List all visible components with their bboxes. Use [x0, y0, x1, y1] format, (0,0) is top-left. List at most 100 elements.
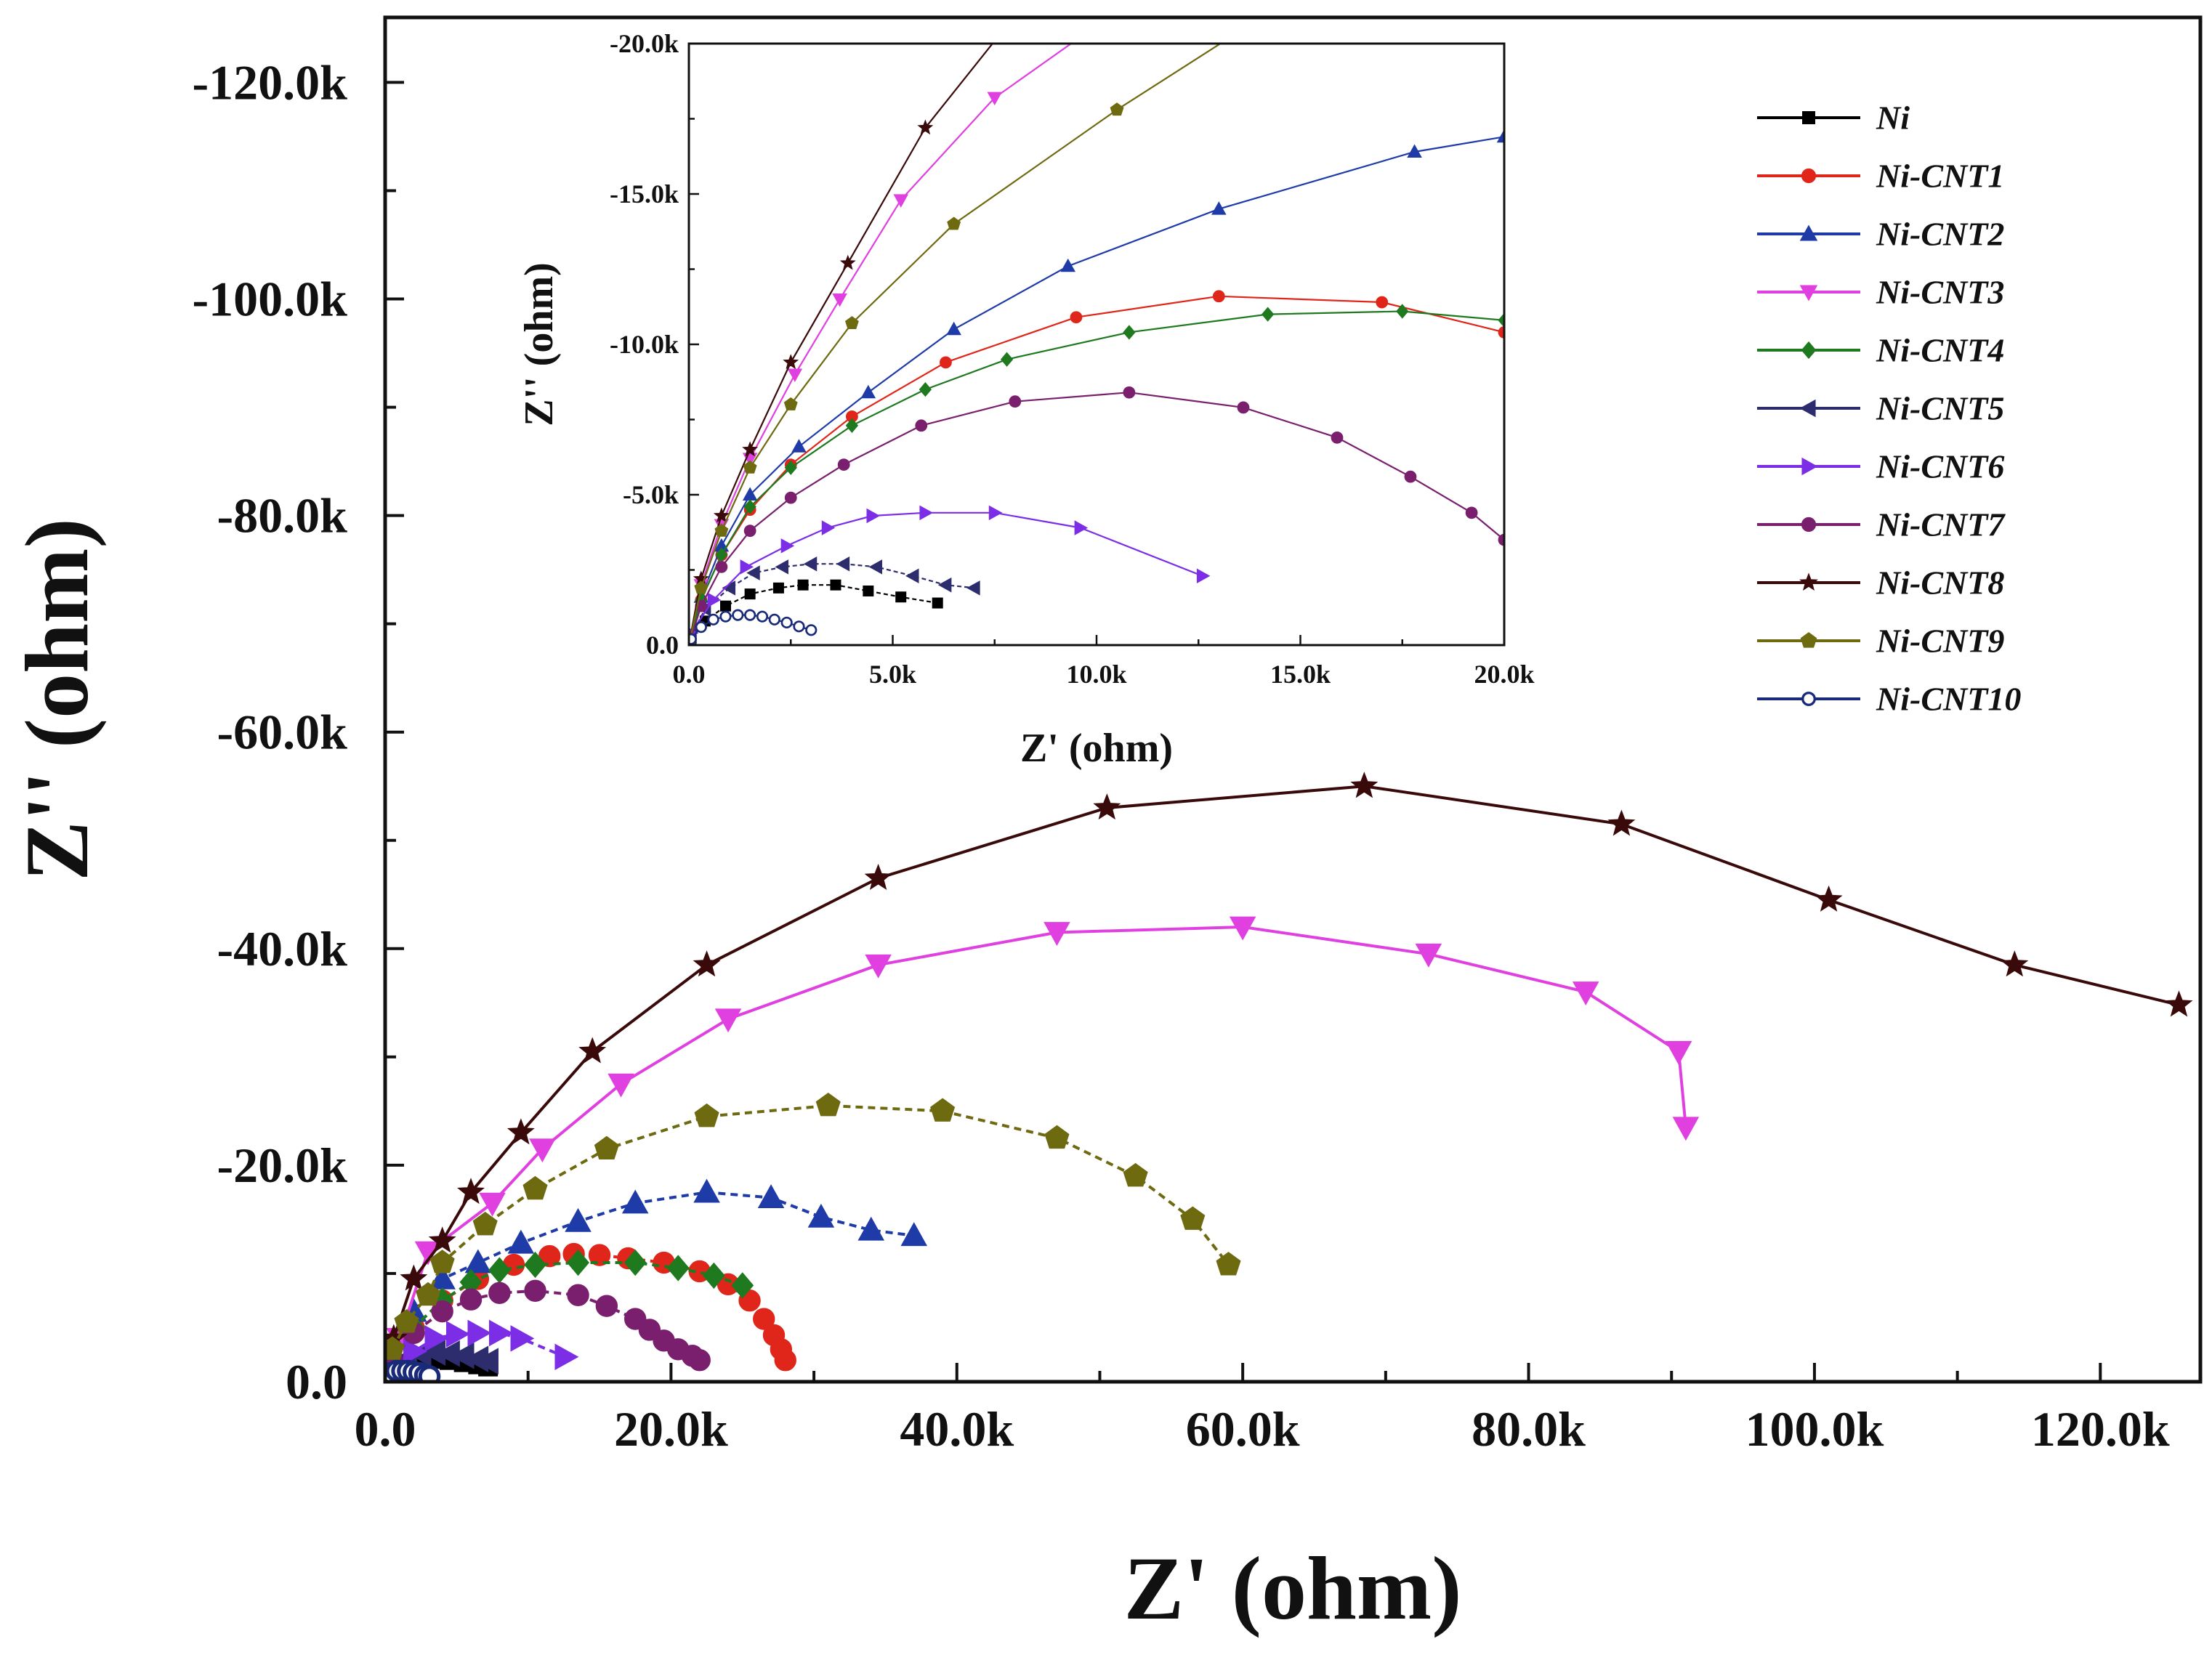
main-point-ni-cnt4-10: [731, 1272, 754, 1299]
main-y-tick-label-3: -60.0k: [217, 705, 348, 760]
inset-point-ni-cnt4-3: [743, 499, 756, 514]
inset-point-ni-cnt6-3: [780, 538, 795, 554]
main-point-ni-cnt6-1: [403, 1337, 427, 1365]
inset-series-ni-cnt2: [689, 129, 1504, 645]
main-point-ni-cnt8-10: [1607, 809, 1636, 836]
main-point-ni-cnt6-3: [445, 1321, 470, 1348]
main-point-ni-cnt6-5: [489, 1319, 513, 1347]
inset-line-ni-cnt7: [689, 392, 1504, 645]
main-point-ni-cnt8-1: [400, 1264, 428, 1291]
main-point-ni-cnt9-10: [1044, 1125, 1070, 1149]
inset-point-ni-cnt8-3: [742, 441, 759, 457]
legend-label-ni-cnt4: Ni-CNT4: [1876, 332, 2004, 369]
legend-item-ni-cnt10: Ni-CNT10: [1757, 681, 2021, 718]
inset-x-axis-title: Z' (ohm): [1020, 726, 1173, 771]
inset-point-ni-cnt7-3: [743, 525, 756, 538]
inset-series-ni-cnt7: [689, 386, 1504, 645]
legend-marker-ni-cnt6: [1801, 457, 1818, 476]
inset-y-axis-title: Z'' (ohm): [517, 262, 562, 426]
main-point-ni-cnt3-3: [529, 1138, 556, 1163]
inset-point-ni-cnt9-2: [714, 523, 729, 537]
legend-marker-ni-cnt4: [1801, 341, 1817, 360]
legend-label-ni-cnt9: Ni-CNT9: [1876, 623, 2004, 660]
main-point-ni-cnt9-8: [815, 1093, 841, 1117]
main-point-ni-cnt9-13: [1216, 1252, 1241, 1276]
main-point-ni-cnt2-6: [621, 1189, 649, 1214]
inset-point-ni-cnt5-3: [746, 565, 760, 580]
main-y-tick-label-2: -40.0k: [217, 921, 348, 976]
main-point-ni-cnt9-3: [429, 1250, 455, 1274]
inset-point-ni-cnt10-3: [719, 610, 732, 623]
main-point-ni-cnt9-6: [594, 1135, 619, 1160]
inset-point-ni-cnt7-4: [784, 491, 797, 504]
main-point-ni-cnt4-7: [623, 1249, 647, 1276]
main-point-ni-cnt7-4: [488, 1282, 511, 1304]
main-x-tick-label-1: 20.0k: [614, 1401, 728, 1457]
main-point-ni-cnt6-2: [424, 1325, 449, 1352]
main-point-ni-cnt4-8: [666, 1255, 690, 1282]
inset-point-ni-9: [932, 597, 943, 609]
inset-point-ni-cnt10-0: [689, 633, 697, 645]
inset-point-ni-cnt6-4: [821, 520, 836, 535]
inset-point-ni-cnt3-5: [832, 293, 847, 307]
legend-marker-ni: [1802, 111, 1815, 124]
legend-label-ni-cnt2: Ni-CNT2: [1876, 216, 2004, 253]
inset-point-ni-cnt6-7: [988, 505, 1003, 521]
main-point-ni-cnt2-3: [464, 1249, 492, 1274]
main-point-ni-cnt10-8: [418, 1365, 441, 1382]
inset-series-ni-cnt10: [689, 609, 818, 645]
inset-point-ni-cnt1-9: [1376, 296, 1389, 309]
legend-marker-ni-cnt3: [1799, 285, 1818, 301]
inset-point-ni-cnt1-8: [1212, 290, 1225, 303]
legend-label-ni-cnt3: Ni-CNT3: [1876, 274, 2004, 311]
inset-point-ni-cnt4-9: [1261, 307, 1275, 322]
inset-point-ni-cnt6-9: [1196, 568, 1211, 584]
main-point-ni-cnt2-8: [757, 1184, 785, 1208]
inset-point-ni-cnt2-8: [1211, 201, 1227, 215]
main-series-ni-cnt10: [385, 1359, 441, 1382]
main-point-ni-cnt7-2: [431, 1300, 453, 1323]
legend-label-ni-cnt7: Ni-CNT7: [1876, 506, 2006, 543]
inset-plot-area: [689, 44, 1504, 645]
inset-line-ni: [690, 584, 938, 640]
inset-point-ni-cnt2-9: [1407, 144, 1422, 158]
inset-point-ni-cnt5-8: [905, 568, 919, 584]
inset-plot: 0.0 5.0k 10.0k 15.0k 20.0k 0.0 -5.0k -10.0k -15.…: [517, 29, 1535, 771]
main-point-ni-cnt3-8: [1229, 916, 1256, 941]
main-frame: [383, 15, 2203, 1384]
main-point-ni-cnt2-4: [507, 1229, 535, 1254]
main-point-ni-cnt4-9: [702, 1262, 725, 1289]
main-point-ni-cnt1-7: [588, 1244, 611, 1266]
inset-point-ni-7: [863, 585, 874, 596]
main-y-tick-label-4: -80.0k: [217, 488, 348, 543]
inset-point-ni-cnt7-10: [1331, 431, 1344, 444]
inset-point-ni-cnt10-4: [732, 609, 744, 621]
main-point-ni-cnt1-13: [753, 1308, 775, 1330]
main-point-ni-cnt2-11: [900, 1222, 928, 1247]
legend-item-ni-cnt4: Ni-CNT4: [1757, 332, 2004, 369]
legend-label-ni-cnt1: Ni-CNT1: [1876, 158, 2004, 195]
inset-line-ni-cnt8: [689, 44, 994, 645]
legend-item-ni-cnt5: Ni-CNT5: [1757, 390, 2004, 427]
main-point-ni-cnt5-7: [475, 1348, 498, 1374]
inset-point-ni-cnt6-2: [740, 559, 754, 575]
inset-point-ni-5: [797, 579, 809, 591]
inset-series-group: [689, 44, 1504, 645]
main-x-tick-label-3: 60.0k: [1186, 1401, 1300, 1457]
inset-point-ni-cnt10-10: [805, 624, 818, 636]
inset-y-tick-label-0: 0.0: [646, 631, 679, 660]
inset-x-tick-label-3: 15.0k: [1270, 660, 1331, 689]
inset-point-ni-cnt5-5: [803, 556, 818, 572]
inset-point-ni-cnt10-8: [780, 616, 793, 629]
legend-item-ni: Ni: [1757, 100, 1910, 137]
inset-point-ni-cnt6-1: [707, 592, 722, 608]
inset-point-ni-cnt2-6: [946, 321, 961, 336]
main-x-tick-label-0: 0.0: [355, 1401, 416, 1457]
main-point-ni-cnt3-5: [714, 1008, 742, 1033]
main-point-ni-cnt8-3: [457, 1178, 485, 1204]
inset-point-ni-cnt4-11: [1498, 312, 1504, 328]
main-point-ni-cnt8-5: [578, 1037, 607, 1064]
inset-y-tick-label-2: -10.0k: [610, 330, 679, 359]
inset-point-ni-cnt7-9: [1237, 401, 1250, 414]
main-point-ni-cnt7-7: [595, 1295, 618, 1317]
